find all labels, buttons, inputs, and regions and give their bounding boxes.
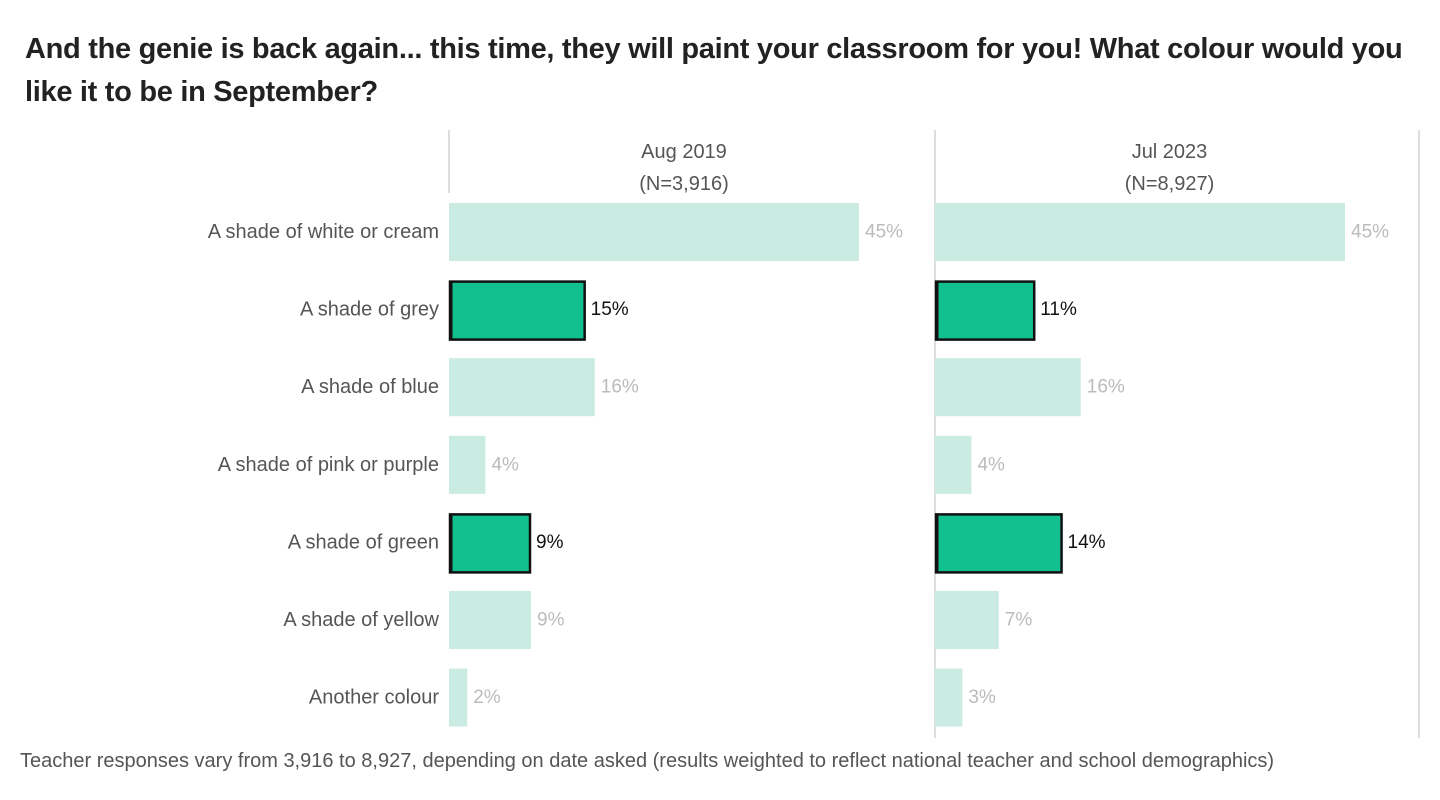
category-label-a-shade-of-blue: A shade of blue — [301, 376, 439, 398]
chart-title: And the genie is back again... this time… — [25, 33, 1403, 108]
panel-header-aug-2019: Aug 2019 — [641, 141, 727, 163]
category-label-another-colour: Another colour — [309, 687, 439, 709]
panel-jul-2023: Jul 2023 (N=8,927) 45% 11% 16% 4% 14% 7% 3% — [934, 141, 1389, 727]
data-label-jul-2023-another-colour: 3% — [968, 687, 996, 708]
panel-sample-size-aug-2019: (N=3,916) — [639, 173, 729, 195]
bar-aug-2019-a-shade-of-yellow — [449, 591, 531, 649]
bar-aug-2019-another-colour — [449, 668, 468, 727]
bar-aug-2019-a-shade-of-blue — [449, 358, 595, 417]
data-label-jul-2023-a-shade-of-grey: 11% — [1040, 299, 1077, 320]
bar-aug-2019-a-shade-of-green — [448, 513, 532, 574]
category-label-a-shade-of-grey: A shade of grey — [300, 299, 439, 321]
data-label-aug-2019-a-shade-of-blue: 16% — [601, 377, 639, 398]
bar-jul-2023-a-shade-of-green — [934, 513, 1063, 574]
category-label-a-shade-of-white-or-cream: A shade of white or cream — [208, 221, 439, 243]
data-label-aug-2019-another-colour: 2% — [473, 687, 501, 708]
bar-aug-2019-a-shade-of-grey — [448, 280, 586, 341]
bar-jul-2023-a-shade-of-pink-or-purple — [935, 435, 972, 494]
bar-aug-2019-a-shade-of-pink-or-purple — [449, 435, 486, 494]
bar-jul-2023-a-shade-of-white-or-cream — [935, 203, 1345, 261]
bar-jul-2023-a-shade-of-blue — [935, 358, 1081, 417]
data-label-aug-2019-a-shade-of-white-or-cream: 45% — [865, 222, 903, 243]
bar-aug-2019-a-shade-of-white-or-cream — [449, 203, 859, 261]
data-label-aug-2019-a-shade-of-yellow: 9% — [537, 610, 565, 631]
category-label-a-shade-of-yellow: A shade of yellow — [283, 609, 439, 631]
panel-sample-size-jul-2023: (N=8,927) — [1125, 173, 1215, 195]
bar-jul-2023-a-shade-of-grey — [934, 280, 1036, 341]
category-label-a-shade-of-green: A shade of green — [288, 531, 439, 553]
category-label-a-shade-of-pink-or-purple: A shade of pink or purple — [218, 454, 439, 476]
panel-aug-2019: Aug 2019 (N=3,916) 45% 15% 16% 4% 9% 9% 2% — [448, 141, 903, 727]
footnote: Teacher responses vary from 3,916 to 8,9… — [20, 750, 1275, 772]
data-label-jul-2023-a-shade-of-pink-or-purple: 4% — [977, 454, 1005, 475]
panel-header-jul-2023: Jul 2023 — [1132, 141, 1208, 163]
data-label-aug-2019-a-shade-of-green: 9% — [536, 532, 564, 553]
data-label-aug-2019-a-shade-of-grey: 15% — [591, 299, 629, 320]
bar-jul-2023-a-shade-of-yellow — [935, 591, 999, 649]
data-label-jul-2023-a-shade-of-blue: 16% — [1087, 377, 1125, 398]
data-label-jul-2023-a-shade-of-white-or-cream: 45% — [1351, 222, 1389, 243]
bar-jul-2023-another-colour — [935, 668, 963, 727]
data-label-jul-2023-a-shade-of-green: 14% — [1068, 532, 1106, 553]
data-label-aug-2019-a-shade-of-pink-or-purple: 4% — [491, 454, 519, 475]
data-label-jul-2023-a-shade-of-yellow: 7% — [1005, 610, 1033, 631]
